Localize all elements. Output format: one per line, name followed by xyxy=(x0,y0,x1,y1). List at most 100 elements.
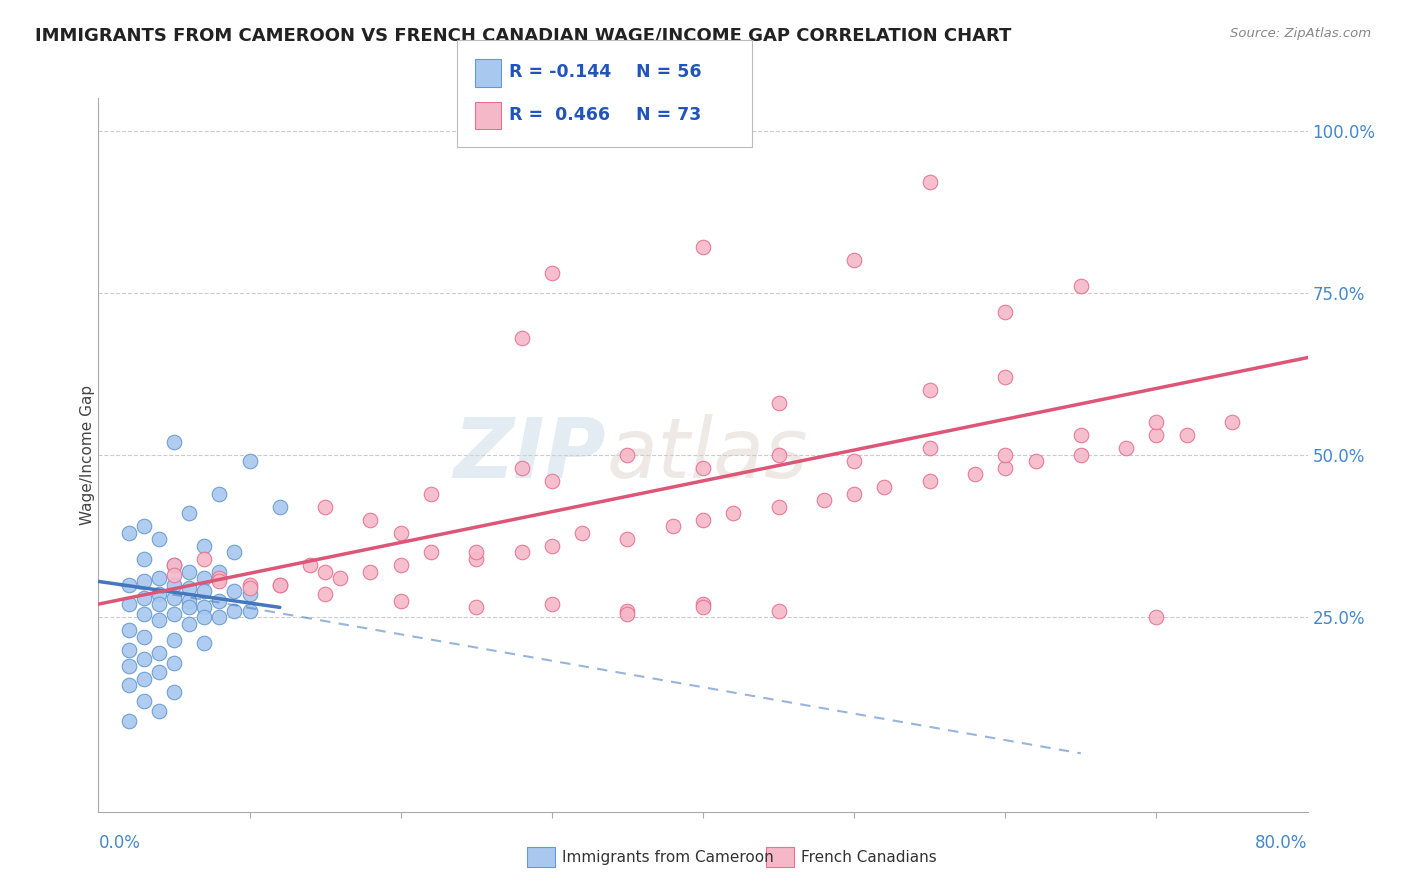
Point xyxy=(224,584,246,599)
Point xyxy=(1175,428,1198,442)
Point xyxy=(132,607,155,621)
Point xyxy=(239,577,262,591)
Point xyxy=(118,714,141,728)
Point xyxy=(768,500,790,514)
Point xyxy=(148,613,170,627)
Point xyxy=(208,574,231,589)
Point xyxy=(360,513,382,527)
Point xyxy=(873,480,896,494)
Point xyxy=(148,597,170,611)
Point xyxy=(193,610,215,624)
Point xyxy=(148,665,170,680)
Point xyxy=(118,642,141,657)
Point xyxy=(768,448,790,462)
Point xyxy=(239,604,262,618)
Text: French Canadians: French Canadians xyxy=(801,850,938,864)
Point xyxy=(193,539,215,553)
Point xyxy=(420,487,443,501)
Point xyxy=(239,587,262,601)
Point xyxy=(132,694,155,708)
Point xyxy=(118,577,141,591)
Point xyxy=(329,571,352,585)
Point xyxy=(360,565,382,579)
Point xyxy=(193,551,215,566)
Point xyxy=(193,600,215,615)
Point xyxy=(918,474,941,488)
Text: N = 56: N = 56 xyxy=(636,63,702,81)
Point xyxy=(1220,416,1243,430)
Point xyxy=(163,607,186,621)
Point xyxy=(314,587,336,601)
Point xyxy=(224,604,246,618)
Point xyxy=(148,587,170,601)
Point xyxy=(541,597,564,611)
Point xyxy=(692,597,714,611)
Point xyxy=(571,525,593,540)
Text: ZIP: ZIP xyxy=(454,415,606,495)
Point xyxy=(844,487,866,501)
Point xyxy=(768,604,790,618)
Point xyxy=(692,240,714,254)
Point xyxy=(918,383,941,397)
Point xyxy=(1146,416,1168,430)
Point xyxy=(179,616,201,631)
Point xyxy=(179,600,201,615)
Point xyxy=(844,253,866,268)
Point xyxy=(692,461,714,475)
Point xyxy=(193,636,215,650)
Point xyxy=(314,565,336,579)
Point xyxy=(1070,448,1092,462)
Point xyxy=(510,331,533,345)
Point xyxy=(269,500,291,514)
Point xyxy=(420,545,443,559)
Point xyxy=(163,558,186,573)
Point xyxy=(132,630,155,644)
Point xyxy=(148,704,170,718)
Point xyxy=(768,396,790,410)
Point xyxy=(118,678,141,692)
Point xyxy=(389,525,412,540)
Point xyxy=(193,584,215,599)
Point xyxy=(994,370,1017,384)
Point xyxy=(616,604,638,618)
Point xyxy=(510,461,533,475)
Point xyxy=(163,684,186,698)
Y-axis label: Wage/Income Gap: Wage/Income Gap xyxy=(80,384,94,525)
Point xyxy=(1025,454,1047,468)
Point xyxy=(132,591,155,605)
Point xyxy=(465,545,488,559)
Point xyxy=(844,454,866,468)
Point xyxy=(208,571,231,585)
Point xyxy=(692,600,714,615)
Point xyxy=(269,577,291,591)
Point xyxy=(1070,428,1092,442)
Point xyxy=(314,500,336,514)
Point xyxy=(465,600,488,615)
Point xyxy=(299,558,322,573)
Point xyxy=(224,545,246,559)
Point xyxy=(163,632,186,647)
Point xyxy=(163,656,186,670)
Point xyxy=(616,533,638,547)
Point xyxy=(132,519,155,533)
Point xyxy=(465,551,488,566)
Point xyxy=(269,577,291,591)
Point xyxy=(813,493,835,508)
Point xyxy=(132,574,155,589)
Point xyxy=(389,558,412,573)
Text: N = 73: N = 73 xyxy=(636,106,700,124)
Point xyxy=(208,594,231,608)
Point xyxy=(541,266,564,280)
Point xyxy=(163,558,186,573)
Point xyxy=(163,591,186,605)
Point xyxy=(1115,442,1137,456)
Point xyxy=(616,448,638,462)
Point xyxy=(132,672,155,686)
Point xyxy=(118,658,141,673)
Point xyxy=(132,551,155,566)
Point xyxy=(179,506,201,520)
Text: R =  0.466: R = 0.466 xyxy=(509,106,610,124)
Point xyxy=(994,448,1017,462)
Point xyxy=(118,525,141,540)
Point xyxy=(389,594,412,608)
